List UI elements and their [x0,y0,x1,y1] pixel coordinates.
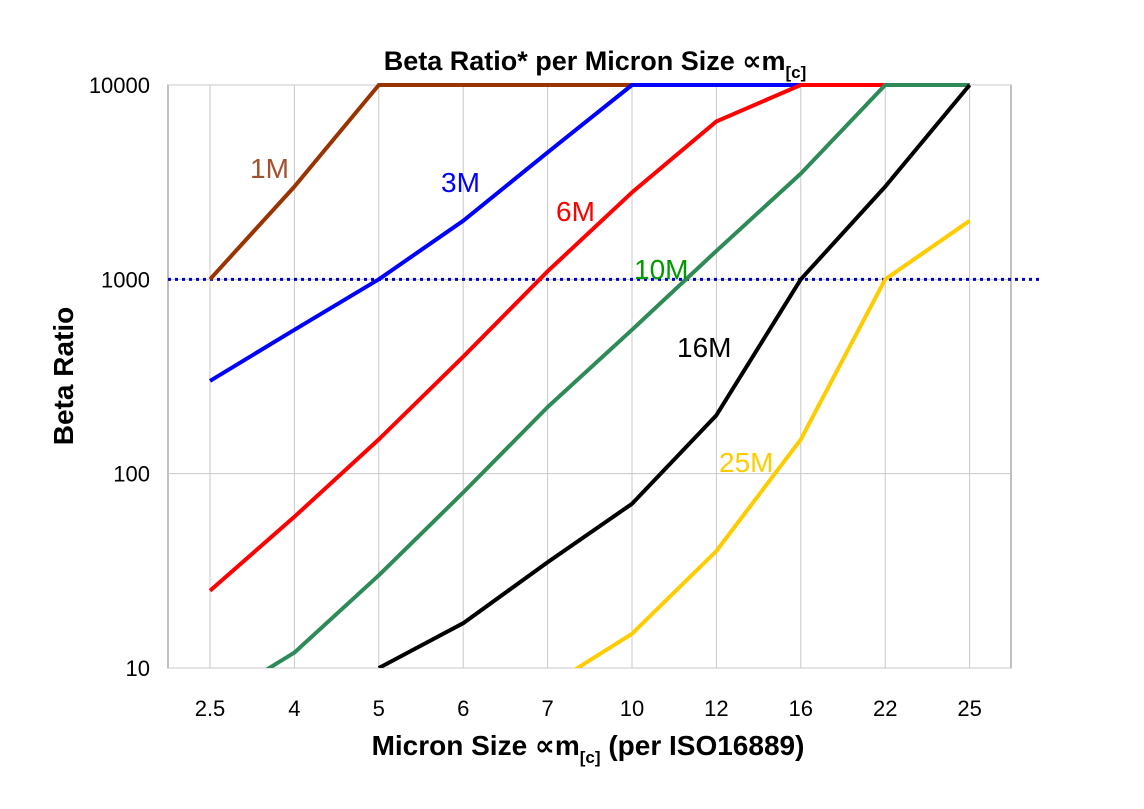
series-line-6m [208,83,970,593]
y-tick-labels: 10 100 1000 10000 [89,73,150,681]
x-tick-label: 25 [957,696,981,721]
series-line-16m [377,83,972,668]
x-tick-labels: 2.5 4 5 6 7 10 12 16 22 25 [195,696,982,721]
x-tick-label: 7 [541,696,553,721]
series-label-3m: 3M [441,167,480,198]
series-line-25m [573,219,971,668]
x-tick-label: 5 [373,696,385,721]
series-label-25m: 25M [719,447,773,478]
series-line-10m [265,83,970,668]
series-labels: 1M 3M 6M 10M 16M 25M [250,153,773,478]
y-axis-title: Beta Ratio [48,307,79,445]
x-tick-label: 2.5 [195,696,226,721]
x-tick-label: 10 [620,696,644,721]
series-label-16m: 16M [677,332,731,363]
x-axis-title: Micron Size ∝m[c] (per ISO16889) [372,730,805,767]
x-tick-label: 6 [457,696,469,721]
chart-title: Beta Ratio* per Micron Size ∝m[c] [384,46,807,82]
series-label-6m: 6M [556,196,595,227]
x-tick-label: 22 [873,696,897,721]
x-tick-label: 12 [704,696,728,721]
x-tick-label: 16 [789,696,813,721]
series-label-10m: 10M [634,254,688,285]
y-tick-label: 1000 [101,267,150,292]
series-lines [208,83,972,668]
x-tick-label: 4 [288,696,300,721]
plot-area [167,84,1012,669]
y-tick-label: 100 [113,462,150,487]
y-tick-label: 10000 [89,73,150,98]
y-tick-label: 10 [126,656,150,681]
series-label-1m: 1M [250,153,289,184]
